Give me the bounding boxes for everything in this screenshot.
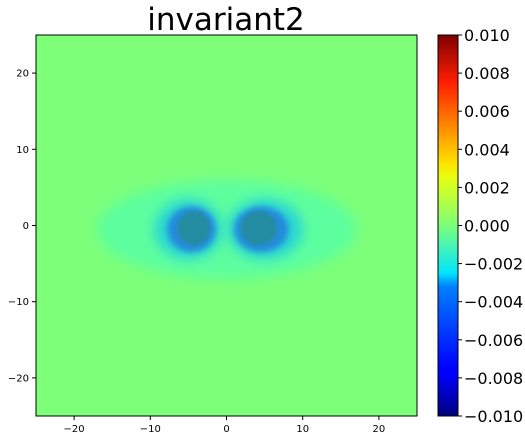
colorbar-tick-label: 0.004 xyxy=(464,140,510,159)
x-tick-label: 10 xyxy=(296,424,309,435)
x-tick-label: 0 xyxy=(223,424,229,435)
colorbar-tick-label: 0.010 xyxy=(464,26,510,45)
colorbar-tick-label: −0.002 xyxy=(464,255,523,274)
colorbar-ticks: 0.010 0.008 0.006 0.004 0.002 0.000 −0.002 −0.0… xyxy=(458,26,523,426)
chart-title: invariant2 xyxy=(147,2,304,38)
y-tick-label: −10 xyxy=(8,297,29,308)
y-axis: −20 −10 0 10 20 xyxy=(8,69,36,384)
colorbar-tick-label: 0.002 xyxy=(464,178,510,197)
colorbar-tick-label: −0.008 xyxy=(464,369,523,388)
heatmap-features xyxy=(96,179,357,279)
colorbar-tick-label: 0.000 xyxy=(464,217,510,236)
x-tick-label: −10 xyxy=(140,424,161,435)
x-axis: −20 −10 0 10 20 xyxy=(64,416,386,435)
colorbar-tick-label: −0.006 xyxy=(464,331,523,350)
colorbar-tick-label: −0.004 xyxy=(464,293,523,312)
colorbar-tick-label: 0.008 xyxy=(464,64,510,83)
colorbar-tick-label: −0.010 xyxy=(464,407,523,426)
x-tick-label: −20 xyxy=(64,424,85,435)
colorbar-gradient xyxy=(437,34,459,417)
y-tick-label: 0 xyxy=(23,221,29,232)
colorbar-tick-label: 0.006 xyxy=(464,102,510,121)
colorbar: 0.010 0.008 0.006 0.004 0.002 0.000 −0.002 −0.0… xyxy=(437,26,523,426)
heatmap-feature-faint-halo xyxy=(96,179,357,279)
x-tick-label: 20 xyxy=(373,424,386,435)
plot-area xyxy=(35,34,418,417)
y-tick-label: −20 xyxy=(8,373,29,384)
y-tick-label: 10 xyxy=(16,145,29,156)
y-tick-label: 20 xyxy=(16,69,29,80)
